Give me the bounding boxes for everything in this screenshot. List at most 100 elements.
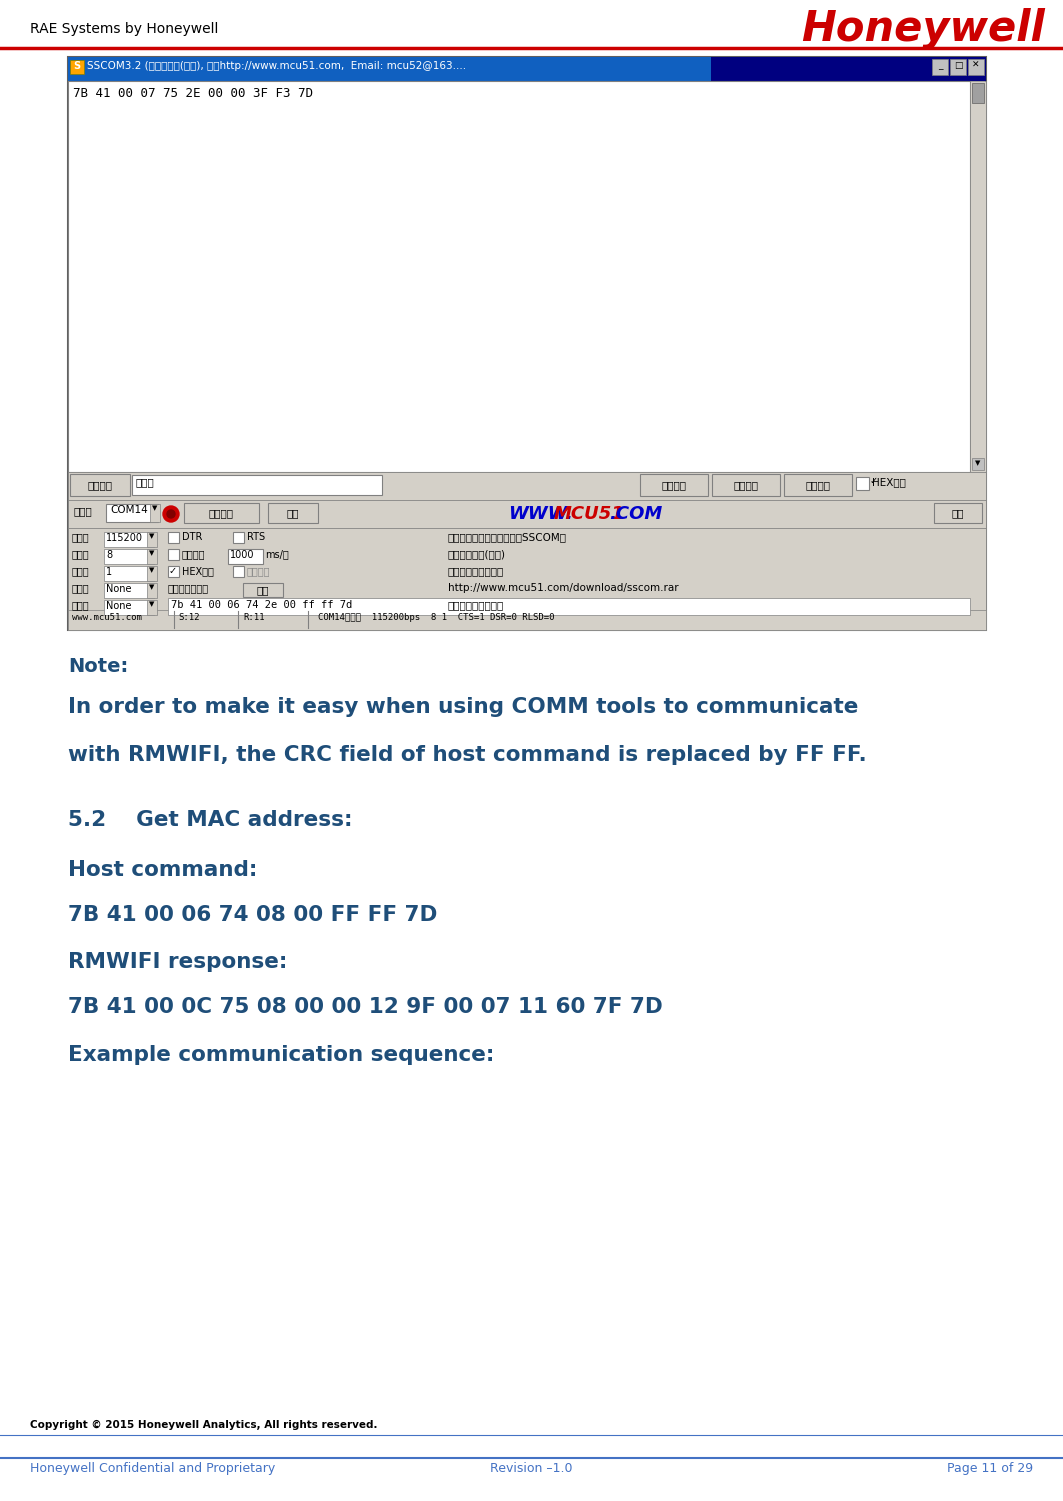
Text: ▼: ▼ <box>976 459 981 465</box>
Text: 扩展: 扩展 <box>951 507 964 518</box>
Text: ✓: ✓ <box>169 566 178 576</box>
Text: 8: 8 <box>106 549 112 560</box>
Bar <box>168 549 179 560</box>
Text: 欢迎使用专业串口调试工具SSCOM！: 欢迎使用专业串口调试工具SSCOM！ <box>448 531 567 542</box>
Text: with RMWIFI, the CRC field of host command is replaced by FF FF.: with RMWIFI, the CRC field of host comma… <box>68 744 866 766</box>
Bar <box>68 81 971 471</box>
Text: Example communication sequence:: Example communication sequence: <box>68 1045 494 1066</box>
Bar <box>68 500 986 528</box>
Text: ▼: ▼ <box>149 549 155 555</box>
Bar <box>132 474 382 495</box>
Text: R:11: R:11 <box>243 612 265 621</box>
Text: 7B 41 00 0C 75 08 00 00 12 9F 00 07 11 60 7F 7D: 7B 41 00 0C 75 08 00 00 12 9F 00 07 11 6… <box>68 997 662 1018</box>
Bar <box>150 504 161 522</box>
Bar <box>104 549 154 564</box>
Bar <box>932 59 948 75</box>
Bar <box>68 57 986 81</box>
Bar <box>968 59 984 75</box>
Bar <box>934 503 982 522</box>
Text: 串口号: 串口号 <box>73 506 91 516</box>
Text: 定时发送: 定时发送 <box>182 549 205 558</box>
Bar <box>168 566 179 576</box>
Bar <box>168 531 179 543</box>
Text: In order to make it easy when using COMM tools to communicate: In order to make it easy when using COMM… <box>68 696 859 717</box>
Text: HEX显示: HEX显示 <box>872 477 906 486</box>
Text: 停止位: 停止位 <box>72 566 89 576</box>
Bar <box>227 549 263 564</box>
Text: COM14: COM14 <box>109 504 148 515</box>
Text: ▼: ▼ <box>149 533 155 539</box>
Text: 打开文件: 打开文件 <box>87 480 113 489</box>
Text: HEX发送: HEX发送 <box>182 566 214 576</box>
Text: 作者：聂小猸(丁丁): 作者：聂小猸(丁丁) <box>448 549 506 558</box>
Bar <box>104 566 154 581</box>
Bar <box>104 582 154 597</box>
Text: 欢迎提出你的建议！: 欢迎提出你的建议！ <box>448 600 504 609</box>
Bar <box>950 59 966 75</box>
Bar <box>104 600 154 615</box>
Text: Honeywell Confidential and Proprietary: Honeywell Confidential and Proprietary <box>30 1462 275 1475</box>
Text: Copyright © 2015 Honeywell Analytics, All rights reserved.: Copyright © 2015 Honeywell Analytics, Al… <box>30 1420 377 1430</box>
Bar <box>243 582 283 597</box>
Text: WWW.: WWW. <box>508 504 573 522</box>
Bar <box>68 609 986 630</box>
Text: RTS: RTS <box>247 531 265 542</box>
Bar <box>70 60 84 74</box>
Bar <box>68 528 986 630</box>
Bar <box>68 471 986 500</box>
Bar <box>70 474 130 495</box>
Text: 字符串输入框：: 字符串输入框： <box>168 582 209 593</box>
Text: 5.2    Get MAC address:: 5.2 Get MAC address: <box>68 811 353 830</box>
Text: 校验位: 校验位 <box>72 582 89 593</box>
Text: 帮助: 帮助 <box>287 507 300 518</box>
Text: 保存窗口: 保存窗口 <box>733 480 759 489</box>
Bar <box>856 477 868 489</box>
Text: S:12: S:12 <box>178 612 200 621</box>
Bar <box>147 566 157 581</box>
Text: http://www.mcu51.com/download/sscom.rar: http://www.mcu51.com/download/sscom.rar <box>448 582 678 593</box>
Bar <box>233 566 244 576</box>
Text: 7b 41 00 06 74 2e 00 ff ff 7d: 7b 41 00 06 74 2e 00 ff ff 7d <box>171 600 352 609</box>
Bar <box>106 504 158 522</box>
Bar <box>68 57 710 81</box>
Text: 1000: 1000 <box>230 549 254 560</box>
Text: Honeywell: Honeywell <box>802 8 1045 50</box>
Text: None: None <box>106 584 132 594</box>
Text: S: S <box>73 62 81 71</box>
Text: RMWIFI response:: RMWIFI response: <box>68 952 287 973</box>
Bar <box>168 597 971 615</box>
Bar <box>712 474 780 495</box>
Text: 发送: 发送 <box>257 585 269 594</box>
Text: ▼: ▼ <box>149 567 155 573</box>
Text: .COM: .COM <box>609 504 662 522</box>
Bar <box>972 83 984 104</box>
Text: DTR: DTR <box>182 531 202 542</box>
Text: 文件名: 文件名 <box>136 477 155 486</box>
Text: 7B 41 00 07 75 2E 00 00 3F F3 7D: 7B 41 00 07 75 2E 00 00 3F F3 7D <box>73 87 313 101</box>
Text: □: □ <box>954 62 962 71</box>
Text: 数据位: 数据位 <box>72 549 89 558</box>
Bar <box>971 81 986 471</box>
Text: RAE Systems by Honeywell: RAE Systems by Honeywell <box>30 23 218 36</box>
Text: 流控制: 流控制 <box>72 600 89 609</box>
Text: ▼: ▼ <box>149 584 155 590</box>
Text: None: None <box>106 600 132 611</box>
Bar <box>640 474 708 495</box>
Bar <box>147 549 157 564</box>
Circle shape <box>167 510 175 518</box>
Text: Note:: Note: <box>68 657 129 675</box>
Text: 关闭串口: 关闭串口 <box>208 507 234 518</box>
Text: 最新版本下载地址：: 最新版本下载地址： <box>448 566 504 576</box>
Bar <box>268 503 318 522</box>
Text: Host command:: Host command: <box>68 860 257 880</box>
Text: 发送文件: 发送文件 <box>661 480 687 489</box>
Bar <box>147 600 157 615</box>
Bar <box>147 531 157 546</box>
Bar <box>147 582 157 597</box>
Bar <box>104 531 154 546</box>
Bar <box>784 474 853 495</box>
Text: ✕: ✕ <box>973 62 980 71</box>
Bar <box>233 531 244 543</box>
Text: 115200: 115200 <box>106 533 144 543</box>
Text: COM14已打开  115200bps  8 1  CTS=1 DSR=0 RLSD=0: COM14已打开 115200bps 8 1 CTS=1 DSR=0 RLSD=… <box>318 612 555 621</box>
